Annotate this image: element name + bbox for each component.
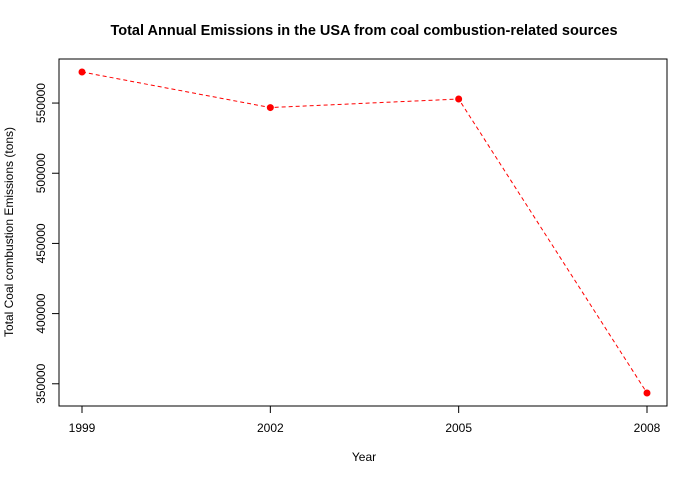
series-layer — [78, 68, 651, 397]
y-tick-label: 400000 — [34, 293, 48, 333]
data-point — [78, 68, 86, 76]
data-point — [643, 389, 651, 397]
chart-title: Total Annual Emissions in the USA from c… — [110, 23, 617, 39]
data-point — [455, 95, 463, 103]
y-tick-label: 350000 — [34, 363, 48, 403]
x-tick-label: 1999 — [69, 421, 96, 435]
x-axis: 1999 2002 2005 2008 — [69, 406, 661, 435]
x-tick-label: 2008 — [634, 421, 661, 435]
plot-frame — [58, 58, 668, 407]
x-axis-label: Year — [352, 450, 376, 464]
y-axis: 350000 400000 450000 500000 550000 — [34, 83, 59, 404]
y-tick-label: 550000 — [34, 83, 48, 123]
y-tick-label: 500000 — [34, 153, 48, 193]
x-tick-label: 2005 — [445, 421, 472, 435]
y-axis-label: Total Coal combustion Emissions (tons) — [2, 127, 16, 337]
x-tick-label: 2002 — [257, 421, 284, 435]
data-point — [266, 104, 274, 112]
series-line — [81, 71, 648, 394]
y-tick-label: 450000 — [34, 223, 48, 263]
